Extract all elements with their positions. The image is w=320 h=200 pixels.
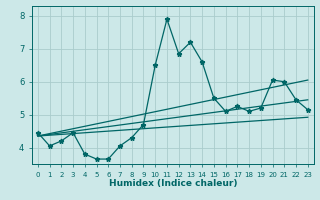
X-axis label: Humidex (Indice chaleur): Humidex (Indice chaleur) [108,179,237,188]
